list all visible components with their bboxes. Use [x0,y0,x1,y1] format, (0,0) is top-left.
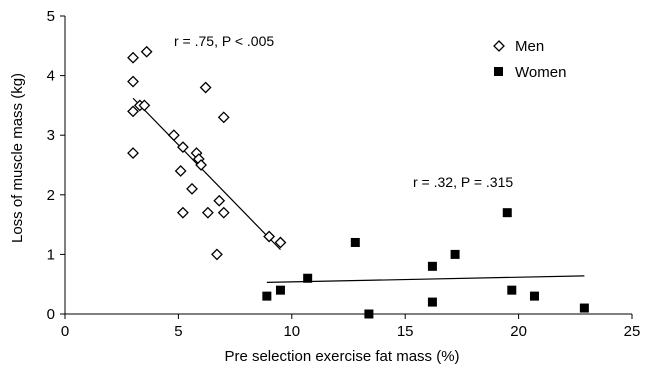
y-axis-title: Loss of muscle mass (kg) [9,73,26,243]
data-point-men [274,236,287,249]
legend-label-women: Women [515,64,566,81]
trendline-women [266,275,585,284]
data-points [127,45,589,319]
data-point-women [579,303,589,313]
legend-label-men: Men [515,38,544,55]
data-point-men [177,141,189,154]
data-point-men [138,99,151,112]
data-point-men [140,45,153,58]
data-point-women [502,208,512,218]
data-point-men [217,206,230,219]
women-correlation-annotation: r = .32, P = .315 [413,174,513,190]
legend-marker-men [493,40,505,52]
data-point-women [507,285,517,295]
legend: Men Women [493,38,566,81]
legend-item-women: Women [494,64,566,81]
data-point-men [195,159,207,171]
y-tick-label: 4 [47,68,55,85]
data-point-men [177,206,189,219]
x-tick-label: 15 [397,323,414,340]
data-point-men [199,81,212,94]
data-point-men [127,147,139,159]
data-point-men [127,51,139,64]
y-tick-label: 1 [47,246,55,263]
y-tick-label: 0 [47,306,55,323]
data-point-women [427,297,437,307]
data-point-men [127,75,139,88]
legend-item-men: Men [493,38,544,55]
x-tick-label: 25 [624,323,641,340]
data-point-women [275,285,285,295]
x-tick-label: 5 [174,323,182,340]
y-tick-label: 5 [47,8,55,25]
data-point-men [263,230,276,243]
data-point-women [450,249,460,259]
x-tick-label: 20 [510,323,527,340]
data-point-men [201,206,214,219]
data-point-women [350,237,360,247]
x-axis-title: Pre selection exercise fat mass (%) [224,348,459,365]
data-point-men [174,165,187,177]
y-axis-ticks: 0 1 2 3 4 5 [47,8,65,323]
data-point-men [167,129,180,142]
data-point-women [427,261,437,271]
data-point-women [529,291,539,301]
x-axis-ticks: 0 5 10 15 20 25 [61,314,641,340]
data-point-women [262,291,272,301]
data-point-men [213,194,226,207]
legend-marker-women [494,67,503,76]
trendline-men [132,97,281,251]
plot-area: 0 5 10 15 20 25 0 1 2 3 4 5 [47,8,641,340]
men-correlation-annotation: r = .75, P < .005 [174,33,274,49]
data-point-women [364,309,374,319]
data-point-men [127,105,139,118]
data-point-women [303,273,313,283]
data-point-men [211,248,223,261]
x-tick-label: 10 [283,323,300,340]
x-tick-label: 0 [61,323,69,340]
y-tick-label: 2 [47,187,55,204]
data-point-men [217,111,230,124]
data-point-men [186,182,198,195]
trendlines [132,97,585,284]
y-tick-label: 3 [47,127,55,144]
